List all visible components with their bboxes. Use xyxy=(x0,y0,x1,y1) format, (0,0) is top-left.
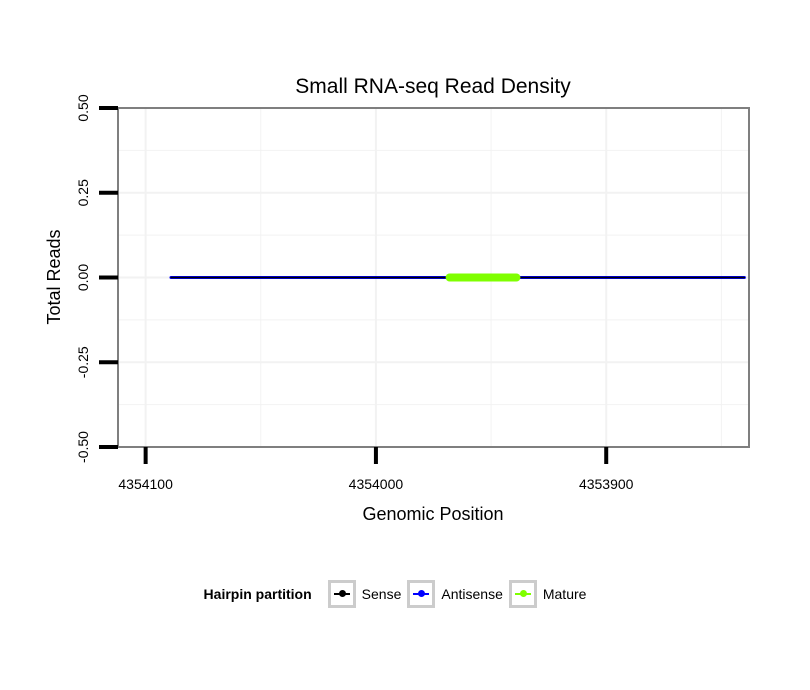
y-tick-label: 0.25 xyxy=(75,179,91,206)
chart-title: Small RNA-seq Read Density xyxy=(295,75,571,98)
y-axis-label: Total Reads xyxy=(44,229,64,324)
y-tick-label: -0.25 xyxy=(75,346,91,378)
x-axis-label: Genomic Position xyxy=(362,504,503,524)
y-tick-label: -0.50 xyxy=(75,431,91,463)
legend-key-antisense xyxy=(407,580,436,608)
y-tick-label: 0.50 xyxy=(75,94,91,121)
x-tick-label: 4354000 xyxy=(349,476,404,492)
x-tick-label: 4354100 xyxy=(118,476,173,492)
legend-title: Hairpin partition xyxy=(203,586,312,602)
legend: Hairpin partition Sense Antisense Mature xyxy=(0,580,810,608)
y-tick-label: 0.00 xyxy=(75,264,91,291)
legend-key-mature xyxy=(508,580,537,608)
x-tick-label: 4353900 xyxy=(579,476,634,492)
legend-key-sense xyxy=(327,580,356,608)
legend-label-sense: Sense xyxy=(361,586,402,602)
legend-label-mature: Mature xyxy=(542,586,587,602)
legend-label-antisense: Antisense xyxy=(441,586,503,602)
